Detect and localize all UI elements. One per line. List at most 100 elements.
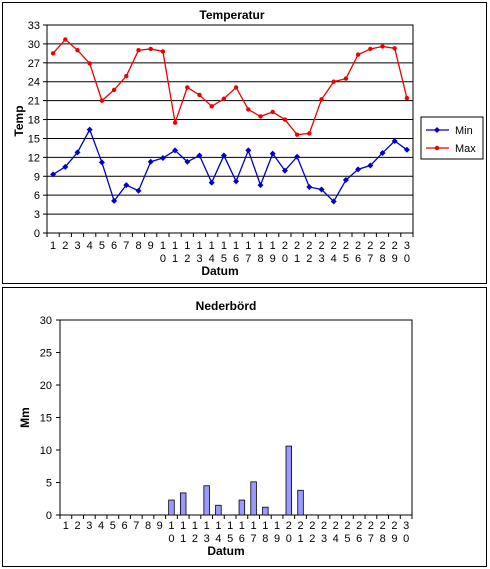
data-point-max bbox=[294, 132, 300, 137]
y-tick-label: 33 bbox=[28, 20, 40, 32]
x-tick-label: 9 bbox=[148, 240, 154, 252]
y-tick-label: 6 bbox=[34, 190, 40, 202]
data-point-min bbox=[135, 187, 142, 194]
data-point-max bbox=[319, 97, 324, 102]
data-point-min bbox=[306, 183, 313, 190]
data-point-min bbox=[355, 166, 362, 173]
bar bbox=[168, 499, 175, 516]
x-tick-label: 2 bbox=[62, 240, 68, 252]
x-tick-label: 7 bbox=[133, 520, 139, 532]
x-tick-label: 5 bbox=[99, 240, 105, 252]
legend: Min Max bbox=[420, 116, 484, 160]
bar bbox=[238, 499, 246, 516]
data-point-min bbox=[233, 178, 240, 185]
data-point-min bbox=[50, 171, 57, 178]
legend-max-label: Max bbox=[455, 143, 476, 155]
data-point-min bbox=[245, 147, 252, 154]
plot-area bbox=[59, 319, 413, 516]
data-point-min bbox=[172, 147, 179, 154]
x-axis-title: Datum bbox=[201, 264, 238, 278]
data-point-max bbox=[331, 79, 336, 84]
data-point-min bbox=[74, 149, 81, 156]
y-tick-label: 15 bbox=[28, 133, 40, 145]
series-line-min bbox=[52, 128, 408, 203]
y-tick-label: 27 bbox=[28, 58, 40, 70]
y-tick-label: 24 bbox=[28, 77, 40, 89]
y-axis-title: Temp bbox=[12, 105, 26, 136]
data-point-max bbox=[233, 85, 239, 90]
y-tick-label: 30 bbox=[28, 39, 40, 51]
data-point-min bbox=[184, 158, 191, 165]
y-tick-label: 21 bbox=[28, 96, 40, 108]
x-tick-label: 1 bbox=[63, 520, 69, 532]
data-point-min bbox=[367, 162, 374, 169]
data-point-min bbox=[196, 152, 203, 159]
series-line-max bbox=[52, 38, 408, 136]
data-point-min bbox=[208, 179, 215, 186]
chart-title: Temperatur bbox=[199, 8, 264, 22]
data-point-max bbox=[197, 92, 202, 98]
data-point-max bbox=[343, 76, 349, 81]
data-point-max bbox=[99, 98, 105, 103]
temperature-chart-panel: Temperatur Datum Temp Min Max 0 3 6 9 12 15 18… bbox=[2, 2, 487, 284]
data-point-min bbox=[342, 177, 349, 184]
data-point-max bbox=[160, 49, 166, 54]
data-point-max bbox=[136, 48, 141, 53]
data-point-max bbox=[246, 107, 251, 112]
y-tick-label: 25 bbox=[40, 348, 52, 360]
legend-max-marker bbox=[434, 145, 440, 151]
data-point-max bbox=[148, 46, 153, 52]
data-point-min bbox=[318, 186, 325, 193]
data-point-max bbox=[172, 120, 178, 125]
data-point-min bbox=[391, 137, 398, 144]
legend-min-label: Min bbox=[455, 125, 473, 137]
x-tick-label: 2 bbox=[75, 520, 81, 532]
data-point-min bbox=[86, 126, 93, 133]
x-tick-label: 1 bbox=[50, 240, 56, 252]
data-point-min bbox=[379, 149, 386, 156]
data-point-min bbox=[281, 167, 288, 174]
x-tick-label: 4 bbox=[87, 240, 93, 252]
data-point-min bbox=[330, 198, 337, 205]
data-point-min bbox=[98, 159, 105, 166]
temperature-chart: Temperatur Datum Temp Min Max 0369121518… bbox=[12, 8, 484, 278]
y-tick-label: 30 bbox=[40, 315, 52, 327]
bar bbox=[285, 445, 293, 516]
plot-area bbox=[46, 24, 414, 234]
chart-title: Nederbörd bbox=[196, 299, 257, 313]
data-point-max bbox=[392, 46, 397, 51]
data-point-min bbox=[123, 182, 130, 189]
data-point-max bbox=[307, 131, 312, 136]
data-point-min bbox=[147, 158, 154, 165]
data-point-min bbox=[220, 152, 227, 159]
data-point-max bbox=[221, 96, 227, 101]
bar bbox=[215, 504, 222, 516]
bar bbox=[262, 506, 269, 516]
y-tick-label: 18 bbox=[28, 115, 40, 127]
